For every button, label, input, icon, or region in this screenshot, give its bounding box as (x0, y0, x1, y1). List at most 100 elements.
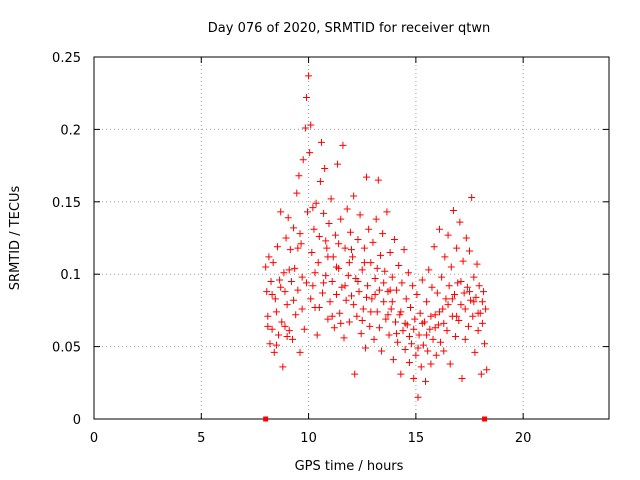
data-point (334, 160, 342, 168)
data-point (435, 225, 443, 233)
data-point (404, 269, 412, 277)
data-point (381, 267, 389, 275)
data-point (405, 359, 413, 367)
data-point (344, 272, 352, 280)
data-point (410, 374, 418, 382)
data-point (452, 332, 460, 340)
data-point (380, 298, 388, 306)
data-point (358, 317, 366, 325)
data-point (401, 319, 409, 327)
data-point (288, 335, 296, 343)
data-point (478, 319, 486, 327)
data-point (287, 277, 295, 285)
data-point (394, 338, 402, 346)
data-point (268, 325, 276, 333)
data-point (270, 348, 278, 356)
data-point (283, 301, 291, 309)
data-point (479, 288, 487, 296)
data-point (273, 243, 281, 251)
x-tick-label: 0 (90, 431, 98, 446)
data-point (341, 244, 349, 252)
data-point (278, 318, 286, 326)
data-point (281, 322, 289, 330)
data-point (471, 348, 479, 356)
data-point (458, 374, 466, 382)
data-point (295, 172, 303, 180)
data-point (320, 279, 328, 287)
data-point (360, 259, 368, 267)
data-point (389, 356, 397, 364)
data-point (316, 178, 324, 186)
data-point (356, 211, 364, 219)
data-point (373, 308, 381, 316)
data-point (481, 340, 489, 348)
data-point (413, 290, 421, 298)
data-point (438, 273, 446, 281)
data-point (322, 272, 330, 280)
data-point (328, 277, 336, 285)
data-point (368, 295, 376, 303)
data-point (422, 377, 430, 385)
data-point (307, 121, 315, 129)
data-point (335, 240, 343, 248)
data-point (337, 319, 345, 327)
data-point (386, 248, 394, 256)
data-point (262, 263, 270, 271)
data-point (337, 215, 345, 223)
data-point (387, 305, 395, 313)
data-point (388, 298, 396, 306)
plot-frame (93, 56, 610, 420)
data-point (369, 238, 377, 246)
x-tick-label: 20 (515, 431, 532, 446)
y-tick-label: 0.05 (52, 341, 81, 356)
data-point (291, 264, 299, 272)
data-point (418, 319, 426, 327)
data-point (483, 366, 491, 374)
data-point (348, 246, 355, 254)
data-point (336, 309, 344, 317)
data-point (433, 289, 441, 297)
data-point (386, 286, 394, 294)
data-point (294, 286, 302, 294)
data-point (385, 331, 393, 339)
data-point (322, 237, 330, 245)
data-point (296, 230, 304, 238)
data-point (310, 225, 318, 233)
data-point (467, 296, 475, 304)
data-point (393, 286, 401, 294)
data-point (343, 205, 351, 213)
data-point (402, 295, 410, 303)
y-tick-label: 0.25 (52, 51, 81, 66)
data-point (330, 324, 338, 332)
data-point (285, 266, 293, 274)
x-axis-label: GPS time / hours (295, 459, 404, 474)
data-point (275, 331, 283, 339)
data-point (391, 318, 399, 326)
data-point (325, 220, 333, 228)
data-point (276, 276, 284, 284)
data-point (393, 330, 401, 338)
data-point (307, 295, 315, 303)
data-point (416, 309, 424, 317)
data-point (451, 290, 458, 298)
data-point (475, 282, 483, 290)
data-point (297, 240, 305, 248)
data-point (302, 279, 310, 287)
data-point (390, 235, 398, 243)
data-point (300, 325, 308, 333)
data-point (401, 345, 409, 353)
data-point (324, 315, 332, 323)
data-point (321, 164, 329, 172)
data-point (384, 311, 392, 319)
data-point (424, 347, 432, 355)
data-point (264, 322, 272, 330)
data-point (264, 312, 272, 320)
data-point (453, 312, 461, 320)
data-point (354, 277, 362, 285)
data-point (395, 262, 403, 270)
data-point (474, 327, 482, 335)
data-point (461, 305, 469, 313)
data-point (410, 325, 418, 333)
x-tick-label: 15 (408, 431, 425, 446)
